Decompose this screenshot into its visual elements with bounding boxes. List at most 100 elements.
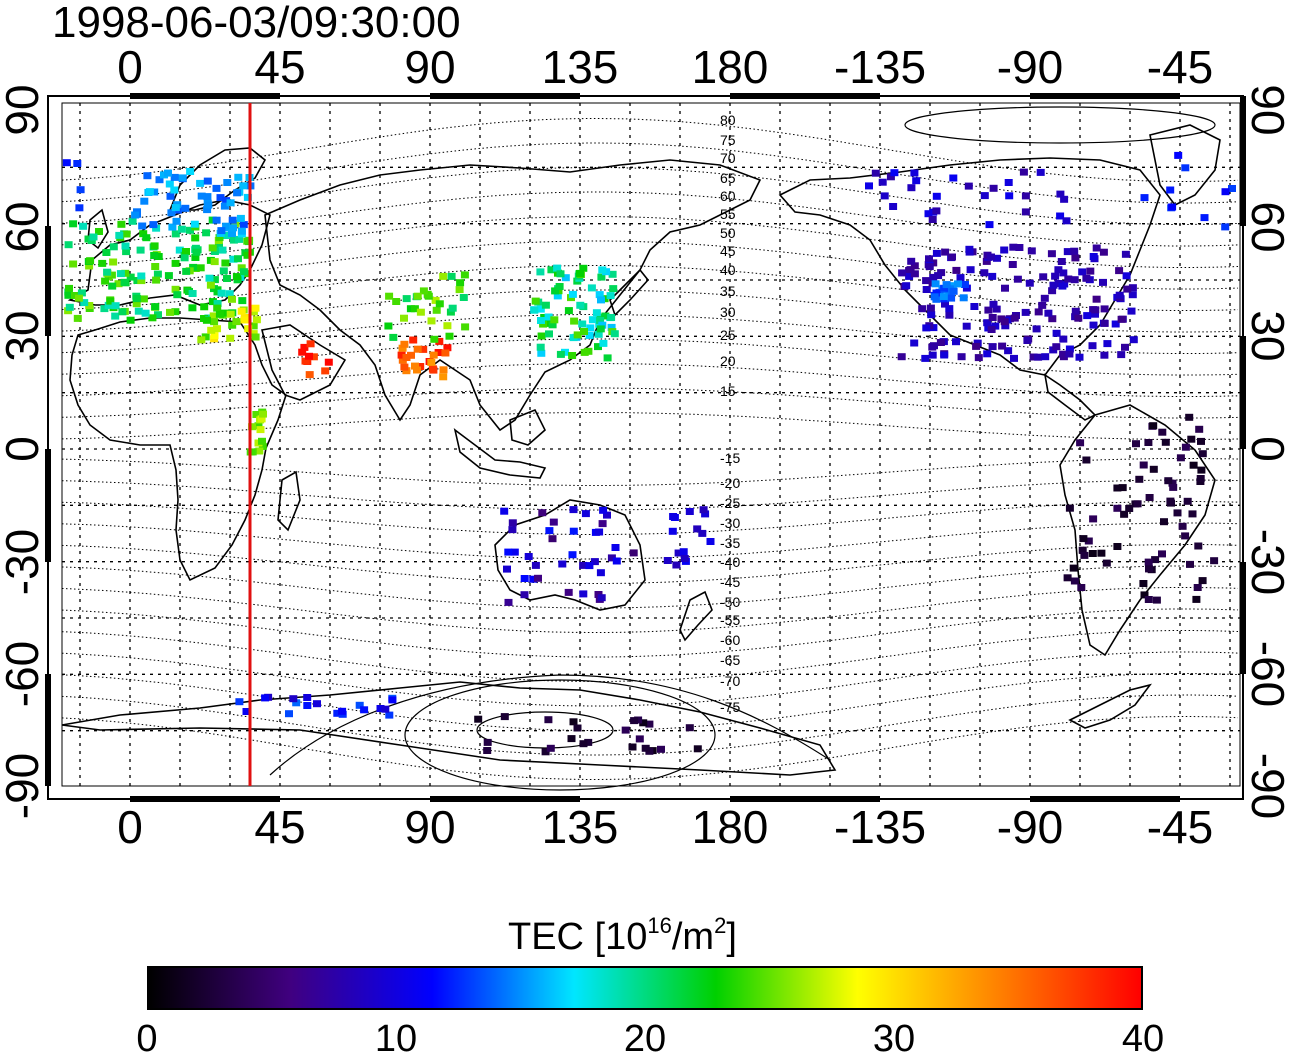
tec-cell [1060, 195, 1069, 203]
tec-cell [150, 188, 159, 196]
tec-cell [1115, 267, 1124, 275]
tec-cell [504, 548, 513, 556]
tec-cell [906, 266, 915, 274]
coast-north-america [778, 157, 1161, 376]
tec-cell [1036, 168, 1045, 176]
tec-cell [204, 201, 213, 209]
tec-cell [934, 272, 943, 280]
tec-cell [86, 257, 95, 265]
tec-cell [561, 348, 569, 356]
tec-cell [1048, 287, 1057, 295]
tec-cell [927, 311, 936, 319]
tec-cell [411, 362, 419, 370]
tec-cell [242, 708, 251, 715]
tec-cell [531, 561, 540, 569]
tec-cell [207, 326, 216, 334]
tec-cell [1089, 515, 1098, 523]
tec-cell [150, 252, 159, 259]
tec-cell [106, 297, 115, 305]
tec-cell [1115, 291, 1124, 299]
tec-cell [596, 317, 605, 324]
tec-cell [210, 258, 219, 266]
tec-cell [251, 333, 260, 341]
tec-cell [941, 248, 950, 256]
tec-cell [1186, 560, 1194, 568]
tec-cell [427, 317, 436, 325]
tec-cell [1059, 269, 1068, 277]
tec-cell [252, 316, 261, 324]
tec-cell [932, 207, 941, 215]
tec-cell [461, 323, 470, 331]
tec-cell [921, 354, 930, 362]
tec-cell [942, 281, 951, 289]
tec-cell [585, 331, 594, 339]
tec-cell [249, 322, 258, 330]
tec-cell [961, 281, 969, 288]
tec-cell [107, 271, 116, 279]
tec-cell [569, 527, 578, 535]
tec-cell [596, 569, 605, 577]
tec-cell [865, 182, 873, 190]
tec-cell [1047, 250, 1056, 258]
tec-cell [871, 169, 880, 177]
tec-cell [982, 257, 991, 265]
tec-cell [171, 230, 180, 238]
tec-cell [441, 349, 450, 357]
tec-cell [1079, 535, 1088, 543]
tec-cell [581, 510, 590, 518]
tec-cell [149, 221, 158, 229]
tec-cell [238, 297, 247, 305]
tec-cell [949, 174, 958, 182]
tec-cell [65, 284, 73, 292]
tec-cell [173, 291, 182, 299]
contour-label: 70 [720, 150, 736, 166]
tec-cell [400, 363, 409, 371]
tec-cell [397, 351, 406, 359]
tec-cell [561, 274, 570, 282]
tec-cell [1168, 479, 1177, 487]
tec-cell [222, 197, 231, 205]
tec-cell [579, 561, 588, 569]
tec-cell [579, 590, 588, 598]
tec-cell [1193, 584, 1202, 591]
tec-cell [970, 303, 979, 310]
tec-cell [1135, 475, 1144, 483]
tec-cell [601, 312, 610, 320]
tec-cell [1139, 461, 1148, 469]
tec-cell [202, 316, 211, 324]
tec-cell [64, 241, 73, 249]
tec-cell [210, 318, 219, 326]
tec-cell [1052, 343, 1061, 351]
tec-cell [1194, 542, 1203, 550]
tec-cell [607, 314, 616, 321]
tec-cell [73, 160, 82, 167]
tec-cell [1025, 279, 1034, 287]
contour-label: 80 [720, 112, 736, 128]
tec-cell [1228, 185, 1236, 192]
tec-cell [897, 353, 906, 361]
tec-cell [360, 706, 369, 714]
tec-cell [1080, 551, 1089, 559]
tec-cell [1132, 440, 1140, 448]
tec-cell [139, 295, 148, 303]
tec-cell [1152, 596, 1161, 604]
tec-cell [1181, 164, 1190, 172]
tec-cell [165, 180, 174, 188]
tec-cell [188, 290, 197, 297]
tec-cell [537, 317, 545, 324]
tec-cell [989, 300, 998, 308]
tec-cell [139, 230, 148, 238]
tec-cell [599, 339, 608, 347]
tec-cell [1000, 246, 1009, 254]
tec-cell [102, 249, 111, 256]
tec-cell [1195, 425, 1204, 433]
tec-cell [1099, 278, 1107, 286]
tec-cell [171, 204, 180, 212]
tec-cell [300, 343, 309, 351]
tec-cell [959, 294, 968, 302]
colorbar-tick: 40 [1121, 1018, 1165, 1060]
tec-cell [598, 266, 607, 274]
tec-cell [1015, 244, 1024, 251]
tec-cell [924, 210, 933, 218]
tec-cell [628, 743, 637, 751]
